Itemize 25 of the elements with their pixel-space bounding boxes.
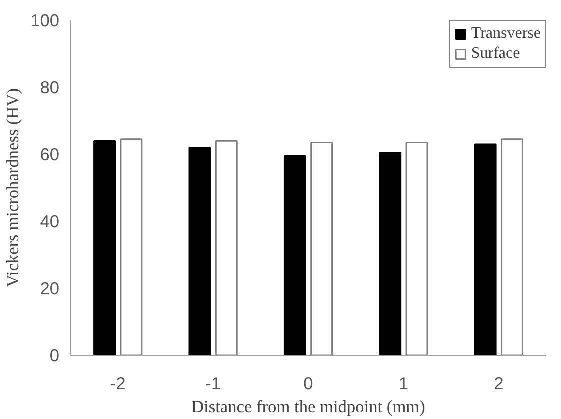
- y-tick-label: 0: [50, 346, 60, 366]
- legend-label: Surface: [471, 45, 520, 63]
- bar: [94, 140, 116, 356]
- x-axis-title: Distance from the midpoint (mm): [192, 398, 426, 416]
- bar: [120, 138, 143, 356]
- y-tick-label: 40: [40, 212, 60, 232]
- x-tick-label: 2: [494, 374, 504, 394]
- bar: [501, 138, 524, 356]
- bar: [215, 140, 238, 356]
- x-tick-label: 0: [304, 374, 314, 394]
- y-axis-title: Vickers microhardness (HV): [4, 88, 23, 288]
- bar: [406, 142, 428, 356]
- y-tick-label: 100: [30, 10, 60, 30]
- y-tick-label: 80: [40, 78, 60, 98]
- bar: [379, 152, 402, 356]
- x-tick-label: 1: [398, 374, 409, 394]
- bar: [474, 144, 497, 356]
- bar: [188, 147, 212, 356]
- y-tick-label: 60: [40, 144, 60, 164]
- legend-label: Transverse: [471, 25, 541, 43]
- x-tick-label: -1: [206, 374, 222, 394]
- bar: [310, 142, 334, 356]
- x-tick-label: -2: [110, 374, 126, 394]
- y-tick-label: 20: [40, 278, 60, 298]
- bar: [284, 155, 306, 356]
